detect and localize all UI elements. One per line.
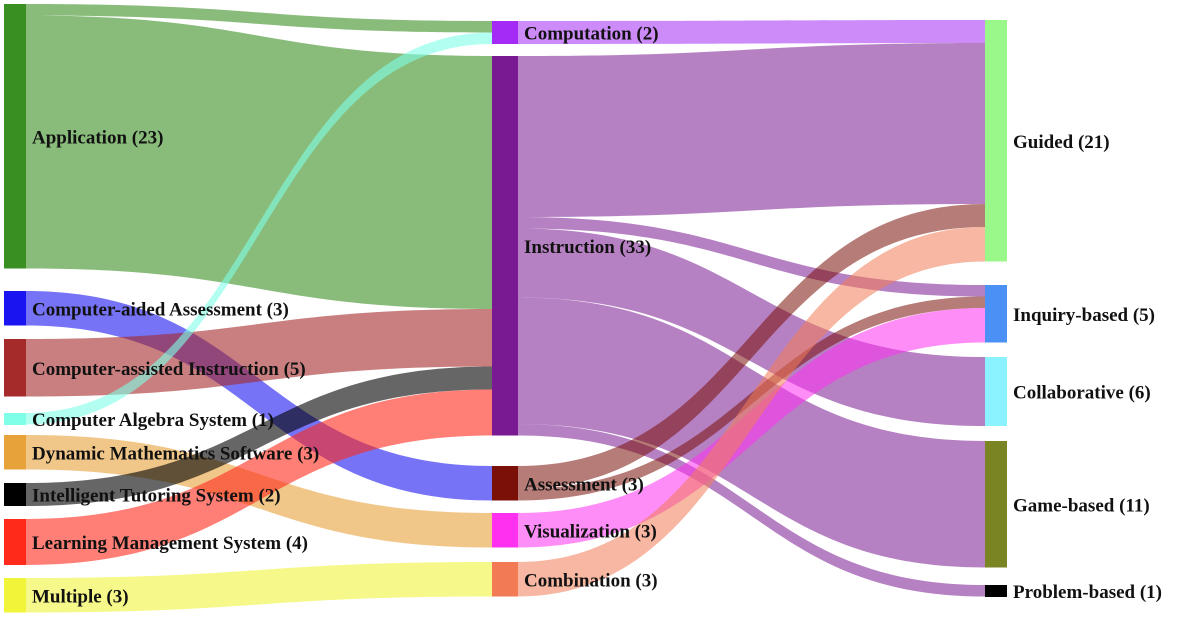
node-bar-lms	[4, 519, 26, 565]
node-bar-mul	[4, 578, 26, 613]
node-bar-its	[4, 483, 26, 506]
node-label-mul: Multiple (3)	[32, 586, 129, 607]
flow-link-its-to-inst	[26, 366, 492, 506]
node-label-inst: Instruction (33)	[524, 237, 651, 258]
flow-link-cas-to-comp	[26, 32, 492, 425]
node-bar-visu	[492, 513, 518, 548]
node-label-guid: Guided (21)	[1013, 132, 1110, 153]
flow-link-lms-to-inst	[26, 389, 492, 565]
flow-nodes	[4, 4, 1007, 613]
node-label-its: Intelligent Tutoring System (2)	[32, 486, 281, 507]
flow-link-app-to-inst	[26, 15, 492, 309]
node-label-cas: Computer Algebra System (1)	[32, 410, 274, 431]
node-label-prob: Problem-based (1)	[1013, 582, 1162, 603]
node-labels: Application (23) Computer-aided Assessmen…	[32, 24, 1162, 608]
node-label-game: Game-based (11)	[1013, 495, 1150, 516]
node-label-coll: Collaborative (6)	[1013, 383, 1151, 404]
node-bar-caa	[4, 291, 26, 326]
node-bar-asse	[492, 466, 518, 501]
node-label-visu: Visualization (3)	[524, 521, 657, 542]
node-bar-game	[985, 441, 1007, 568]
node-label-cai: Computer-assisted Instruction (5)	[32, 359, 306, 380]
node-bar-guid	[985, 20, 1007, 262]
flow-link-inst-to-inq	[518, 217, 985, 297]
flow-link-combo-to-guid	[518, 227, 985, 597]
flow-links	[26, 4, 985, 613]
flow-link-inst-to-guid	[518, 43, 985, 217]
flow-link-inst-to-prob	[518, 424, 985, 597]
node-bar-dms	[4, 435, 26, 470]
node-label-inq: Inquiry-based (5)	[1013, 305, 1155, 326]
node-label-caa: Computer-aided Assessment (3)	[32, 299, 289, 320]
node-bar-prob	[985, 585, 1007, 597]
flow-link-app-to-comp	[26, 4, 492, 33]
node-bar-comp	[492, 21, 518, 44]
node-bar-inst	[492, 56, 518, 436]
flow-link-asse-to-guid	[518, 204, 985, 489]
node-label-app: Application (23)	[32, 127, 163, 148]
node-bar-inq	[985, 285, 1007, 343]
node-label-lms: Learning Management System (4)	[32, 533, 308, 554]
node-label-asse: Assessment (3)	[524, 474, 644, 495]
node-label-dms: Dynamic Mathematics Software (3)	[32, 443, 319, 464]
node-bar-cas	[4, 413, 26, 425]
node-label-combo: Combination (3)	[524, 570, 658, 591]
flow-link-mul-to-combo	[26, 562, 492, 613]
node-bar-coll	[985, 357, 1007, 426]
flow-link-comp-to-guid	[518, 20, 985, 44]
node-bar-combo	[492, 562, 518, 597]
node-bar-app	[4, 4, 26, 269]
node-label-comp: Computation (2)	[524, 24, 659, 45]
flow-link-inst-to-coll	[518, 228, 985, 426]
node-bar-cai	[4, 339, 26, 397]
